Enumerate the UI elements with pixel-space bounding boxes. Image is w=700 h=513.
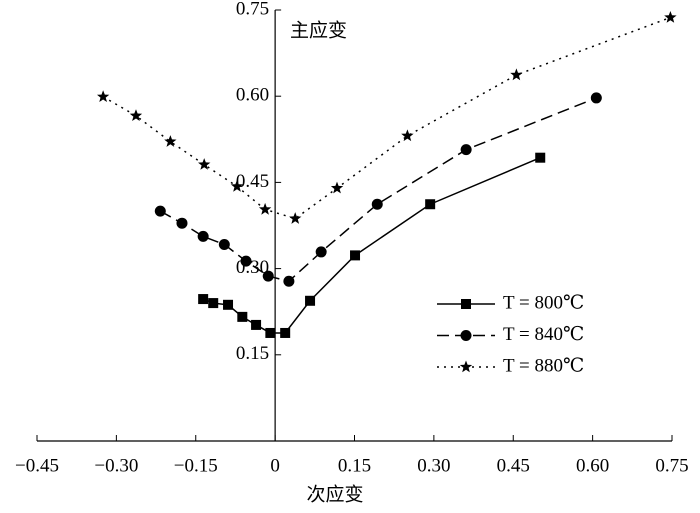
- y-axis-label: 主应变: [290, 19, 347, 41]
- marker-circle: [283, 275, 295, 287]
- marker-star: [230, 179, 244, 192]
- marker-square: [208, 298, 219, 309]
- marker-star: [198, 158, 211, 170]
- marker-square: [305, 295, 316, 306]
- x-tick-label: 0.75: [655, 455, 688, 476]
- x-tick-label: −0.15: [174, 455, 218, 476]
- marker-square: [535, 152, 546, 163]
- marker-star: [164, 135, 177, 147]
- marker-square: [265, 327, 276, 338]
- legend-label: T = 840℃: [503, 324, 584, 345]
- marker-circle: [460, 144, 472, 156]
- marker-square: [237, 311, 248, 322]
- marker-square: [350, 250, 361, 261]
- marker-square: [280, 327, 291, 338]
- marker-star: [97, 90, 110, 102]
- x-tick-label: 0.15: [338, 455, 371, 476]
- x-tick-label: 0.45: [497, 455, 530, 476]
- marker-circle: [197, 230, 209, 242]
- marker-circle: [154, 205, 166, 217]
- series-line: [102, 16, 671, 220]
- marker-circle: [315, 246, 327, 258]
- marker-circle: [262, 270, 274, 282]
- marker-circle: [460, 330, 472, 341]
- marker-square: [198, 294, 209, 305]
- marker-star: [459, 360, 473, 373]
- x-tick-label: −0.30: [94, 455, 138, 476]
- x-tick-label: −0.45: [15, 455, 59, 476]
- legend-label: T = 800℃: [503, 292, 584, 313]
- x-tick-label: 0.60: [576, 455, 609, 476]
- marker-circle: [590, 92, 602, 104]
- y-tick-label: 0.45: [236, 171, 269, 192]
- y-tick-label: 0.75: [236, 0, 269, 19]
- x-axis-label: 次应变: [306, 483, 363, 505]
- series-line: [159, 97, 597, 283]
- y-tick-label: 0.15: [236, 343, 269, 364]
- marker-star: [330, 181, 344, 194]
- marker-star: [510, 68, 523, 81]
- marker-star: [401, 129, 414, 142]
- marker-star: [289, 212, 302, 224]
- marker-star: [129, 109, 143, 121]
- marker-square: [461, 299, 471, 309]
- legend-label: T = 880℃: [503, 355, 584, 376]
- marker-circle: [371, 198, 383, 210]
- marker-star: [258, 202, 272, 215]
- y-tick-label: 0.60: [236, 85, 269, 106]
- marker-square: [251, 319, 262, 330]
- marker-square: [223, 299, 234, 310]
- marker-circle: [176, 217, 188, 229]
- marker-star: [664, 11, 677, 23]
- marker-circle: [240, 255, 252, 267]
- x-tick-label: 0.30: [417, 455, 450, 476]
- marker-square: [425, 199, 436, 210]
- marker-circle: [218, 238, 230, 250]
- x-tick-label: 0: [270, 455, 280, 476]
